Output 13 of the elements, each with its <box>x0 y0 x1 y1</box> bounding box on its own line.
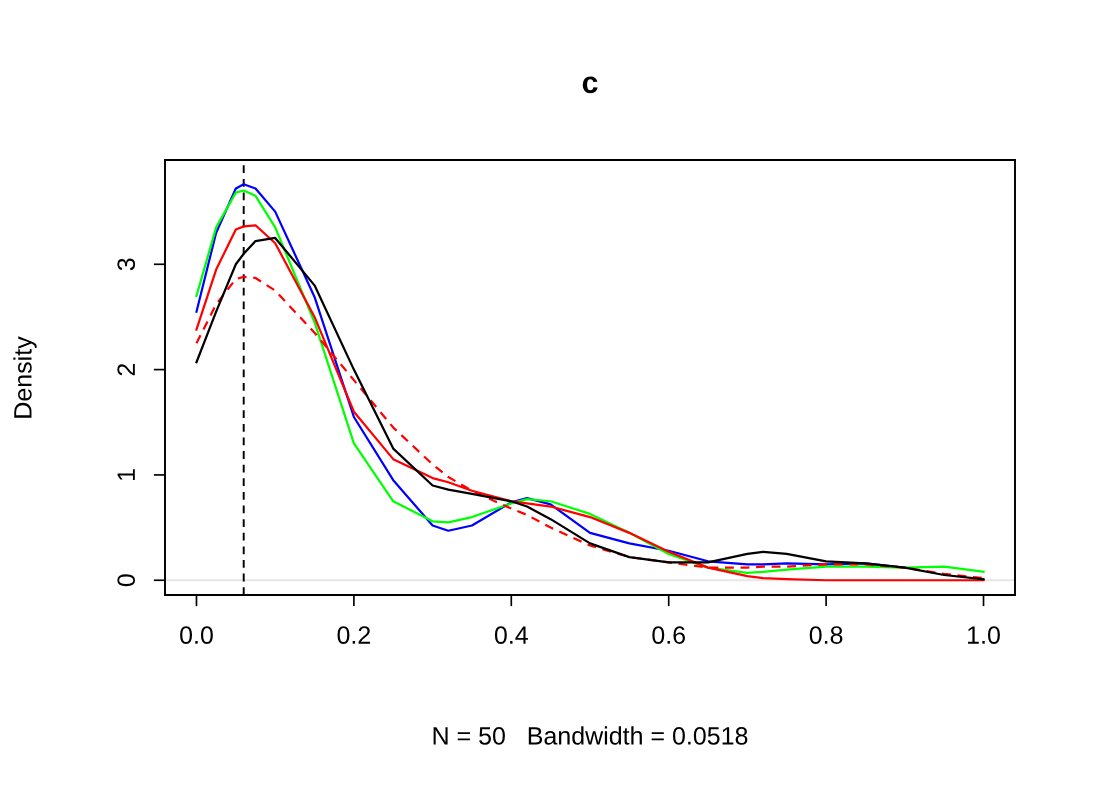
x-tick-label: 0.6 <box>652 626 685 644</box>
x-tick-label: 0.2 <box>337 626 371 644</box>
x-tick-label: 0.0 <box>180 626 213 644</box>
y-tick-label: 2 <box>117 363 135 376</box>
x-axis-title: N = 50 Bandwidth = 0.0518 <box>433 726 748 745</box>
x-tick-label: 1.0 <box>968 626 1000 644</box>
x-tick-label: 0.4 <box>494 626 528 644</box>
y-tick-label: 0 <box>117 574 136 587</box>
y-tick-label: 1 <box>117 469 135 480</box>
y-axis-title: Density <box>13 336 37 418</box>
y-tick-label: 3 <box>117 258 136 271</box>
chart-title: c <box>582 76 598 94</box>
x-tick-label: 0.8 <box>809 626 843 644</box>
